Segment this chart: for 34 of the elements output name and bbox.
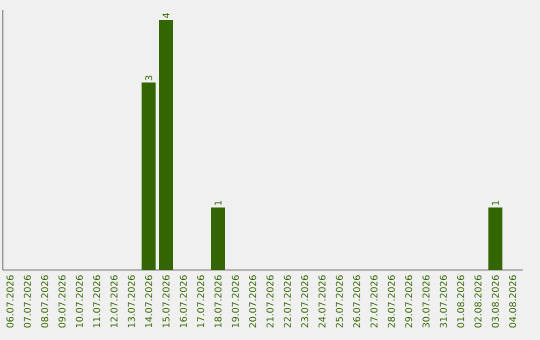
data-label: 3 [145,76,152,80]
x-tick-label: 30.07.2026 [422,275,430,328]
x-tick-label: 27.07.2026 [370,275,378,328]
x-tick-label: 04.08.2026 [509,275,516,328]
data-label: 1 [214,200,222,205]
x-tick-label: 29.07.2026 [405,275,412,328]
x-tick-label: 15.07.2026 [162,275,170,328]
x-tick-label: 31.07.2026 [440,275,447,328]
x-tick-label: 08.07.2026 [41,275,48,328]
x-tick-label: 18.07.2026 [214,275,222,328]
x-tick-label: 20.07.2026 [249,275,256,328]
x-tick-label: 06.07.2026 [6,275,14,328]
x-tick-label: 10.07.2026 [76,275,83,328]
x-tick-label: 25.07.2026 [336,275,343,328]
x-tick-label: 13.07.2026 [128,275,135,328]
x-tick-label: 16.07.2026 [180,275,187,328]
x-tick-label: 19.07.2026 [232,275,239,328]
x-tick-label: 01.08.2026 [457,275,464,328]
x-tick-label: 03.08.2026 [492,275,499,328]
x-tick-label: 23.07.2026 [301,275,308,328]
x-tick-label: 14.07.2026 [145,275,152,328]
x-tick-label: 11.07.2026 [93,275,100,328]
data-label: 4 [162,12,170,18]
x-tick-label: 07.07.2026 [24,275,31,328]
x-tick-label: 21.07.2026 [266,275,274,328]
data-label: 1 [492,200,499,205]
x-tick-label: 22.07.2026 [284,275,291,328]
x-tick-label: 17.07.2026 [197,275,204,328]
x-tick-label: 12.07.2026 [110,275,118,328]
x-tick-label: 09.07.2026 [58,275,66,328]
x-tick-label: 28.07.2026 [388,275,395,328]
x-tick-label: 02.08.2026 [474,275,482,328]
x-tick-label: 24.07.2026 [318,275,326,328]
x-tick-label: 26.07.2026 [353,275,360,328]
